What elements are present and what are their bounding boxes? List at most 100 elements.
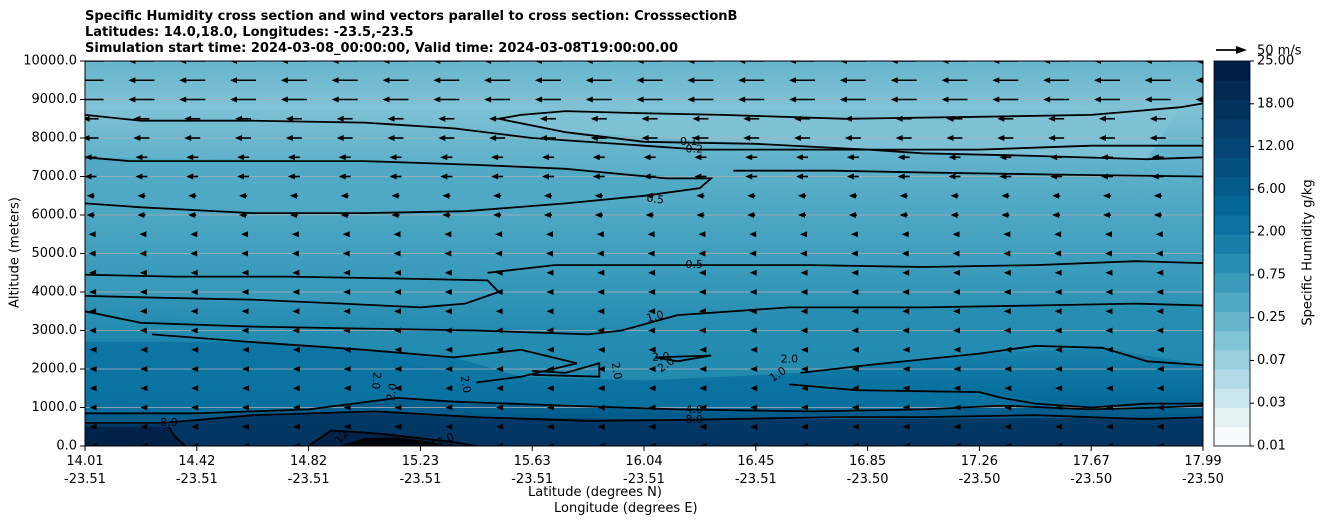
wind-vector (343, 385, 351, 392)
wind-vector-head (1052, 212, 1060, 218)
wind-vector (738, 77, 765, 84)
wind-vector (1208, 405, 1215, 411)
wind-vector (800, 308, 808, 315)
wind-vector (387, 115, 404, 122)
wind-vector-head (645, 212, 653, 218)
wind-vector (941, 61, 968, 64)
wind-vector-head (839, 61, 847, 64)
wind-vector-head (696, 192, 704, 199)
wind-vector-head (750, 346, 758, 353)
wind-vector (190, 308, 198, 315)
x-tick-label-lat: 17.26 (961, 454, 998, 469)
wind-vector (794, 135, 811, 141)
wind-vector-head (135, 173, 143, 180)
wind-vector (890, 77, 917, 84)
wind-vector (1208, 424, 1215, 430)
wind-vector (242, 443, 250, 446)
wind-vector-head (647, 250, 655, 257)
wind-vector (493, 212, 502, 218)
wind-vector-head (391, 192, 399, 199)
wind-vector (850, 250, 858, 257)
wind-vector (647, 250, 655, 257)
wind-vector (292, 289, 300, 295)
wind-vector-head (389, 173, 397, 180)
wind-vector (992, 77, 1019, 84)
wind-vector (543, 212, 552, 218)
wind-vector (139, 289, 147, 295)
wind-vector-head (292, 327, 300, 334)
wind-vector-head (190, 327, 198, 334)
wind-vector-head (851, 404, 859, 411)
wind-vector-head (393, 289, 401, 295)
wind-vector (1207, 270, 1214, 276)
wind-vector (1003, 308, 1011, 315)
plot-area: 0.10.20.50.51.01.02.02.02.02.02.02.02.04… (85, 61, 1215, 446)
wind-vector (442, 192, 451, 199)
wind-vector (444, 289, 452, 295)
wind-vector (801, 443, 809, 446)
wind-vector (789, 61, 816, 64)
wind-vector (292, 443, 300, 446)
wind-vector-head (444, 289, 452, 295)
wind-vector (137, 212, 146, 218)
wind-vector-head (800, 308, 808, 315)
wind-vector-head (902, 385, 910, 392)
wind-vector-head (1200, 136, 1203, 140)
wind-vector (394, 443, 402, 446)
wind-vector (738, 61, 765, 64)
wind-vector (289, 192, 298, 199)
wind-vector (699, 346, 707, 353)
colorbar-segment (1214, 195, 1250, 216)
wind-vector-head (343, 366, 351, 372)
wind-vector (89, 289, 97, 295)
wind-vector (391, 212, 400, 218)
wind-vector (952, 269, 960, 276)
wind-vector (140, 404, 148, 411)
wind-vector-head (1205, 193, 1212, 199)
colorbar-label: Specific Humidity g/kg (1300, 179, 1316, 326)
wind-vector (331, 77, 358, 84)
wind-vector-head (140, 385, 148, 392)
wind-vector (851, 346, 859, 353)
title-line-3: Simulation start time: 2024-03-08_00:00:… (85, 41, 678, 56)
wind-vector (950, 212, 959, 218)
wind-vector-head (493, 192, 501, 199)
wind-vector-head (241, 250, 249, 257)
wind-vector-head (489, 115, 497, 122)
colorbar-segment (1214, 272, 1250, 293)
wind-vector-head (86, 192, 94, 199)
wind-vector (343, 423, 351, 430)
wind-vector-head (743, 135, 751, 141)
wind-vector (641, 115, 658, 122)
wind-vector-head (636, 77, 644, 84)
wind-vector (952, 308, 960, 315)
wind-vector-head (851, 443, 859, 446)
wind-vector-head (594, 212, 602, 218)
contour-line-4-0 (85, 396, 1203, 415)
wind-vector (285, 115, 302, 122)
humidity-band (85, 426, 186, 446)
wind-vector (1202, 157, 1203, 158)
wind-vector (902, 423, 910, 430)
wind-vector-head (493, 212, 501, 218)
wind-vector-head (796, 173, 804, 180)
colorbar-segment (1214, 215, 1250, 235)
wind-vector (902, 308, 910, 315)
wind-vector-head (1104, 231, 1112, 238)
wind-vector-head (241, 308, 249, 315)
wind-vector-head (848, 212, 856, 218)
wind-vector (343, 366, 351, 372)
x-tick-label-lon: -23.51 (64, 472, 106, 487)
wind-vector (592, 173, 605, 180)
wind-vector-head (280, 77, 288, 84)
wind-vector (242, 366, 250, 372)
wind-vector-head (1200, 117, 1203, 120)
wind-vector (188, 212, 197, 218)
x-tick-label-lat: 16.45 (737, 454, 774, 469)
wind-vector-head (749, 250, 757, 257)
wind-vector-head (749, 327, 757, 334)
wind-vector-head (594, 192, 602, 199)
wind-vector (292, 346, 300, 353)
wind-vector-head (336, 135, 344, 141)
wind-vector-head (747, 192, 755, 199)
